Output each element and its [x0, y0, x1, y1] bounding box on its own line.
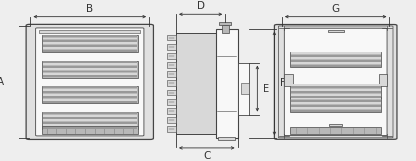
Bar — [43, 40, 137, 42]
Bar — [43, 115, 137, 117]
Bar — [176, 33, 216, 134]
Bar — [167, 53, 176, 59]
Bar — [291, 84, 381, 86]
Bar — [329, 124, 342, 126]
Bar — [167, 126, 176, 132]
Text: G: G — [332, 4, 340, 14]
Text: B: B — [86, 4, 93, 14]
Bar — [43, 112, 137, 114]
Bar — [39, 30, 140, 33]
FancyBboxPatch shape — [26, 24, 154, 139]
Bar — [291, 55, 381, 57]
Bar — [291, 62, 381, 64]
Bar — [291, 94, 381, 96]
Bar — [291, 86, 381, 88]
Bar — [42, 35, 138, 52]
Bar — [216, 28, 238, 138]
Bar — [42, 61, 138, 78]
Bar — [290, 52, 381, 67]
Bar — [42, 112, 138, 129]
Bar — [291, 102, 381, 104]
Bar — [43, 96, 137, 98]
Bar — [43, 124, 137, 126]
Bar — [291, 110, 381, 112]
Bar — [219, 22, 231, 25]
Text: D: D — [197, 1, 205, 11]
Bar — [42, 126, 138, 134]
Bar — [167, 90, 176, 95]
Bar — [167, 99, 176, 105]
Text: E: E — [263, 84, 270, 94]
Bar — [167, 80, 176, 86]
Bar — [43, 73, 137, 75]
Bar — [43, 99, 137, 101]
Bar — [43, 86, 137, 88]
Bar — [291, 89, 381, 91]
FancyBboxPatch shape — [36, 28, 144, 136]
Bar — [43, 63, 137, 65]
Bar — [167, 62, 176, 68]
Bar — [43, 42, 137, 44]
Bar — [290, 97, 381, 112]
Text: A: A — [0, 77, 4, 87]
Bar — [43, 61, 137, 63]
Bar — [291, 65, 381, 66]
Text: F: F — [280, 78, 286, 88]
Bar — [42, 86, 138, 103]
Bar — [167, 44, 176, 50]
Bar — [43, 38, 137, 39]
Bar — [238, 63, 249, 114]
Bar — [43, 47, 137, 49]
Bar — [43, 119, 137, 121]
Bar — [43, 91, 137, 93]
Bar — [43, 94, 137, 96]
Bar — [291, 96, 381, 98]
Bar — [43, 89, 137, 91]
Bar — [43, 68, 137, 70]
Bar — [379, 74, 387, 86]
Bar — [43, 117, 137, 119]
Bar — [43, 122, 137, 124]
Bar — [43, 66, 137, 68]
Bar — [291, 57, 381, 59]
Bar — [290, 127, 381, 134]
Polygon shape — [54, 69, 126, 95]
Bar — [291, 97, 381, 99]
Bar — [291, 60, 381, 62]
Bar — [167, 71, 176, 77]
FancyBboxPatch shape — [275, 24, 397, 139]
Bar — [43, 45, 137, 47]
Bar — [328, 30, 344, 32]
Bar — [291, 91, 381, 93]
Bar — [167, 117, 176, 123]
Bar — [290, 84, 381, 98]
Bar — [291, 107, 381, 109]
Bar — [222, 25, 229, 33]
Bar — [291, 105, 381, 107]
Bar — [167, 108, 176, 114]
Bar — [284, 74, 292, 86]
FancyBboxPatch shape — [284, 28, 387, 136]
Bar — [43, 75, 137, 77]
Bar — [291, 52, 381, 54]
Bar — [43, 71, 137, 72]
Bar — [241, 83, 249, 94]
Bar — [291, 100, 381, 102]
Bar — [218, 137, 235, 141]
Bar — [167, 34, 176, 40]
Polygon shape — [54, 69, 126, 95]
Polygon shape — [304, 70, 367, 94]
Bar — [43, 101, 137, 103]
Bar — [43, 50, 137, 52]
Bar — [43, 127, 137, 129]
Text: C: C — [203, 151, 210, 161]
Bar — [43, 35, 137, 37]
